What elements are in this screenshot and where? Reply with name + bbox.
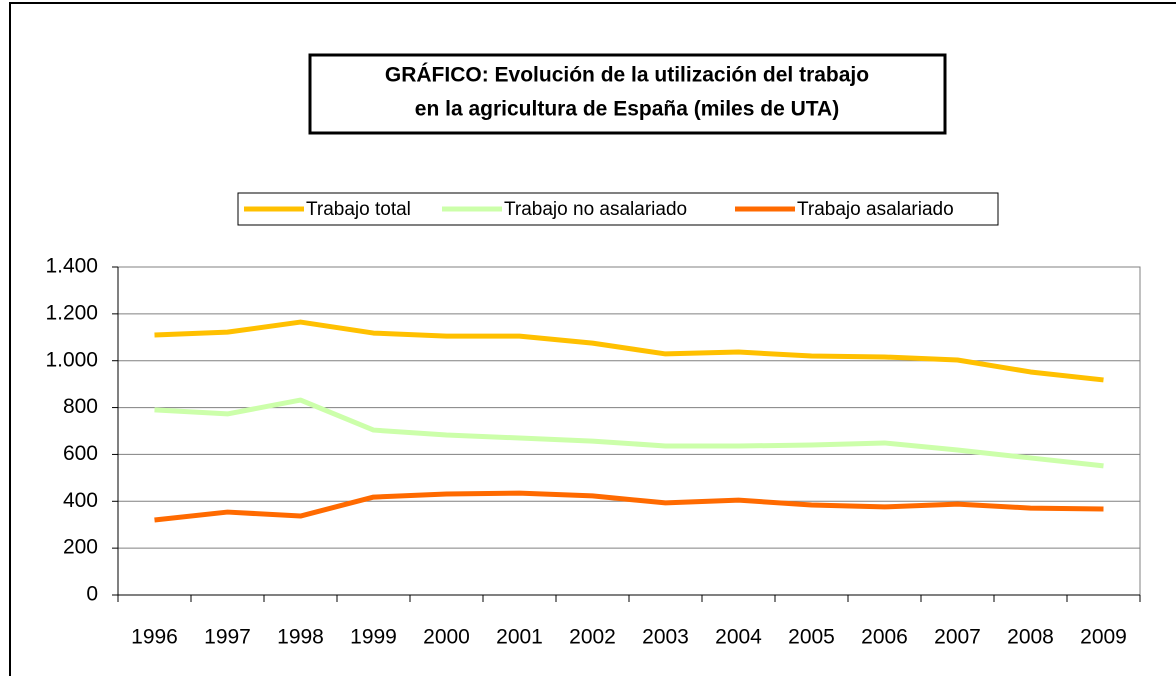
- x-tick-label: 2003: [642, 626, 689, 649]
- y-tick-label: 400: [63, 489, 98, 512]
- plot-area: [117, 266, 1141, 596]
- x-tick-label: 1999: [350, 626, 397, 649]
- legend-label: Trabajo asalariado: [797, 199, 954, 220]
- x-tick-label: 2002: [569, 626, 616, 649]
- x-tick-label: 1996: [131, 626, 178, 649]
- line-series: [154, 397, 1104, 469]
- line-series: [154, 490, 1104, 523]
- y-tick-label: 1.000: [45, 348, 98, 371]
- y-tick-label: 200: [63, 536, 98, 559]
- x-tick-label: 2001: [496, 626, 543, 649]
- x-tick-label: 2006: [861, 626, 908, 649]
- chart-title: en la agricultura de España (miles de UT…: [415, 98, 839, 121]
- line-series: [154, 319, 1104, 383]
- x-tick-label: 2005: [788, 626, 835, 649]
- x-tick-label: 1997: [204, 626, 251, 649]
- y-tick-label: 800: [63, 395, 98, 418]
- legend-box: [237, 192, 999, 226]
- title-box: [308, 53, 947, 135]
- legend-label: Trabajo no asalariado: [504, 199, 687, 220]
- chart-title: GRÁFICO: Evolución de la utilización del…: [385, 64, 869, 87]
- y-tick-label: 1.200: [45, 301, 98, 324]
- x-tick-label: 1998: [277, 626, 324, 649]
- x-tick-label: 2009: [1080, 626, 1127, 649]
- x-tick-label: 2008: [1007, 626, 1054, 649]
- legend-label: Trabajo total: [306, 199, 411, 220]
- x-tick-label: 2000: [423, 626, 470, 649]
- y-tick-label: 600: [63, 442, 98, 465]
- y-tick-label: 1.400: [45, 255, 98, 278]
- x-tick-label: 2004: [715, 626, 762, 649]
- y-tick-label: 0: [86, 583, 98, 606]
- x-tick-label: 2007: [934, 626, 981, 649]
